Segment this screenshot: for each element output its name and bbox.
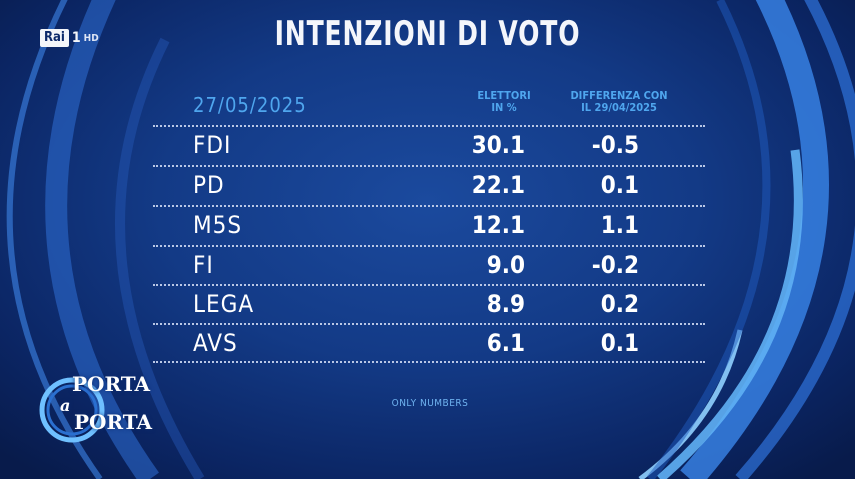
vote-difference: 0.1 <box>600 171 639 199</box>
party-name: LEGA <box>193 290 255 318</box>
rai1-hd-logo: Rai 1 HD <box>40 28 99 48</box>
porta-a-porta-logo: PORTA a PORTA <box>38 370 168 450</box>
vote-difference: -0.2 <box>591 251 639 279</box>
channel-hd: HD <box>83 32 99 44</box>
column-header-elettori: ELETTORI IN % <box>466 90 542 114</box>
porta-a-porta-word1: PORTA <box>72 372 151 396</box>
party-name: FDI <box>193 131 232 159</box>
porta-a-porta-word3: PORTA <box>74 410 153 434</box>
party-name: M5S <box>193 211 243 239</box>
porta-a-porta-ring-icon <box>39 377 105 443</box>
column-header-elettori-line1: ELETTORI <box>477 89 531 102</box>
column-header-elettori-line2: IN % <box>491 101 517 114</box>
table-row: PD 22.1 0.1 <box>153 165 705 207</box>
vote-difference: -0.5 <box>591 131 639 159</box>
rai-logo-box: Rai <box>40 29 69 47</box>
porta-a-porta-word2: a <box>60 396 71 415</box>
table-row: LEGA 8.9 0.2 <box>153 284 705 326</box>
vote-share: 12.1 <box>471 211 525 239</box>
page-title: INTENZIONI DI VOTO <box>274 14 581 54</box>
vote-difference: 0.2 <box>600 290 639 318</box>
vote-share: 8.9 <box>486 290 525 318</box>
table-row: M5S 12.1 1.1 <box>153 205 705 247</box>
vote-share: 9.0 <box>486 251 525 279</box>
party-name: PD <box>193 171 225 199</box>
vote-difference: 1.1 <box>600 211 639 239</box>
vote-share: 6.1 <box>486 329 525 357</box>
table-row: FI 9.0 -0.2 <box>153 245 705 287</box>
vote-difference: 0.1 <box>600 329 639 357</box>
party-name: FI <box>193 251 214 279</box>
column-header-differenza-line1: DIFFERENZA CON <box>570 89 668 102</box>
column-header-differenza-line2: IL 29/04/2025 <box>581 101 657 114</box>
vote-share: 30.1 <box>471 131 525 159</box>
poll-date: 27/05/2025 <box>193 93 307 117</box>
table-row: FDI 30.1 -0.5 <box>153 125 705 167</box>
table-bottom-divider <box>153 361 705 363</box>
party-name: AVS <box>193 329 238 357</box>
vote-share: 22.1 <box>471 171 525 199</box>
column-header-differenza: DIFFERENZA CON IL 29/04/2025 <box>560 90 678 114</box>
footnote: ONLY NUMBERS <box>391 398 469 409</box>
table-row: AVS 6.1 0.1 <box>153 323 705 365</box>
channel-number: 1 <box>71 30 81 46</box>
